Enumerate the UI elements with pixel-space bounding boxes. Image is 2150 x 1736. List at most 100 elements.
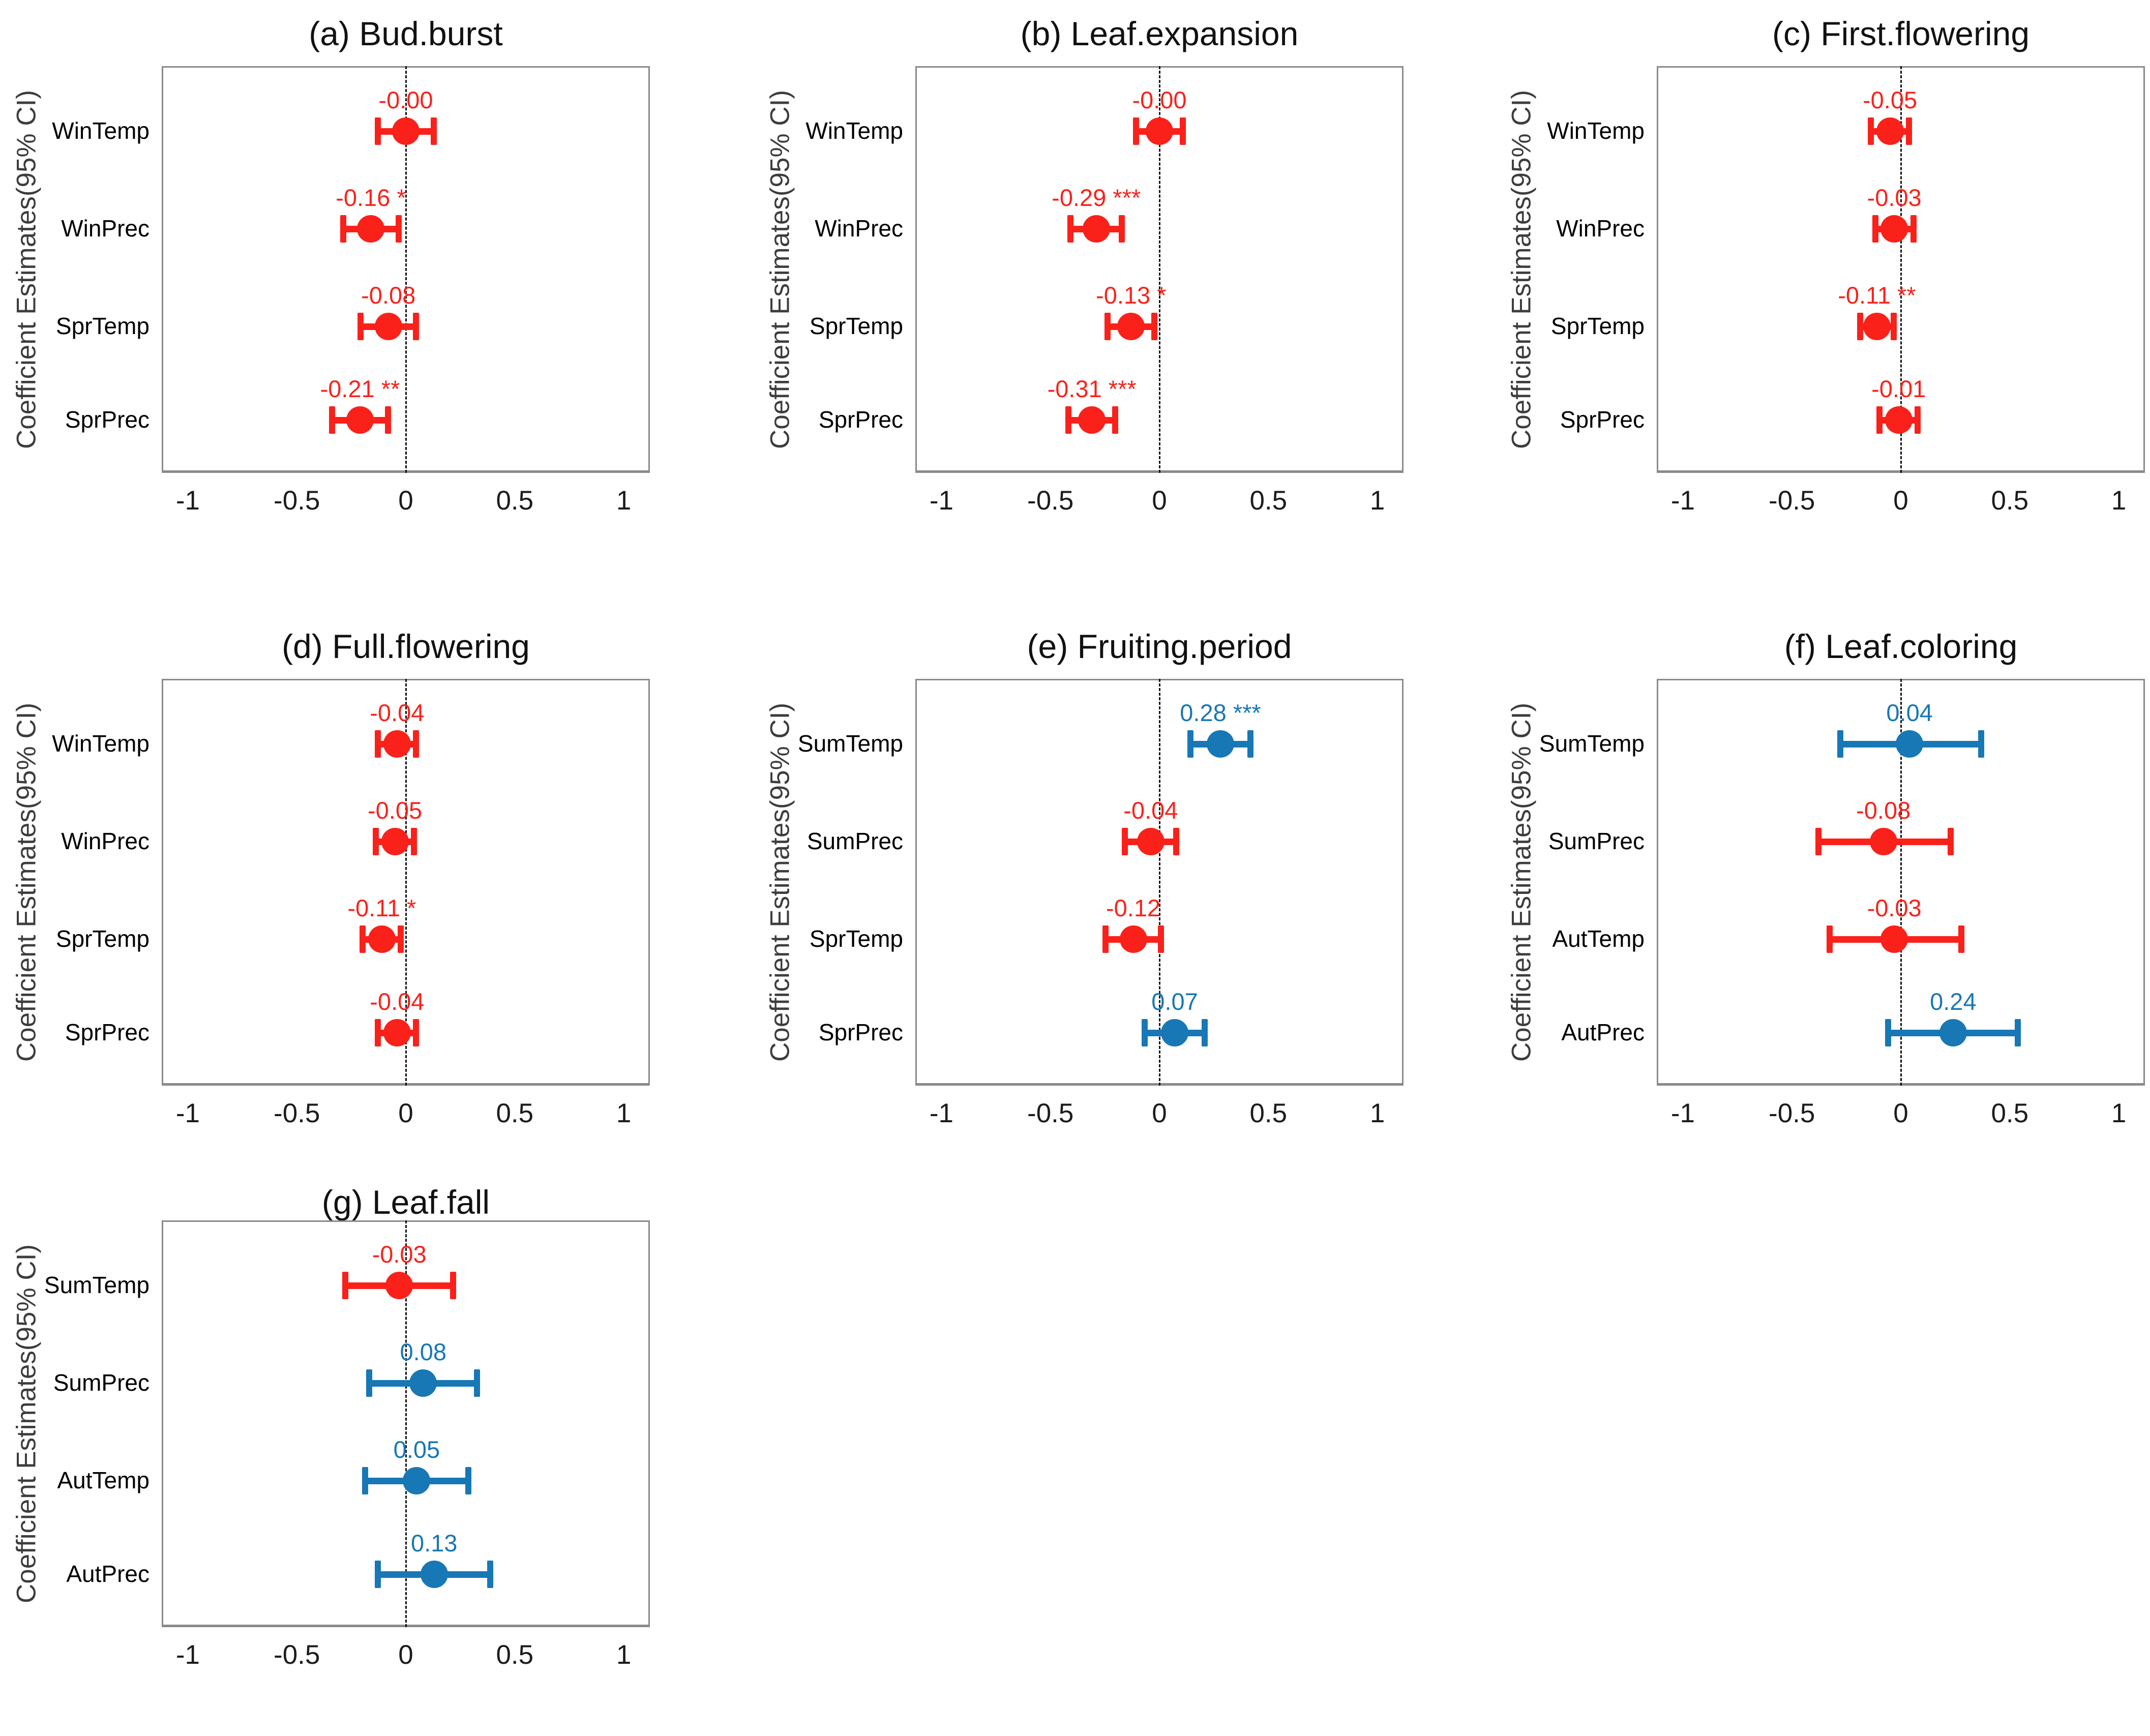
ci-cap-left — [329, 406, 336, 434]
value-label: -0.04 — [1123, 797, 1178, 824]
x-tick-label: 0 — [398, 1098, 413, 1128]
ci-cap-left — [1826, 925, 1833, 953]
ci-cap-right — [1906, 117, 1913, 145]
value-label: 0.13 — [410, 1530, 458, 1557]
category-label-SprPrec: SprPrec — [818, 1019, 903, 1045]
value-label: -0.31 *** — [1047, 375, 1137, 402]
value-label: 0.28 *** — [1180, 699, 1261, 726]
ci-cap-right — [1978, 730, 1984, 758]
ci-cap-right — [1958, 925, 1964, 953]
panel-b: (b) Leaf.expansion Coefficient Estimates(… — [754, 0, 1496, 570]
ci-cap-left — [1885, 1019, 1892, 1046]
x-tick-label: -1 — [1670, 486, 1695, 516]
x-tick-label: 1 — [1369, 1098, 1385, 1128]
point-estimate-marker — [1082, 215, 1110, 243]
value-label: -0.05 — [1862, 86, 1918, 113]
x-tick-label: 0.5 — [1991, 486, 2029, 516]
value-label: -0.00 — [1132, 86, 1187, 113]
category-label-AutPrec: AutPrec — [66, 1561, 150, 1587]
x-tick-label: 1 — [616, 486, 632, 516]
panel-title: (d) Full.flowering — [282, 627, 530, 665]
ci-cap-left — [375, 1561, 381, 1588]
x-tick-label: 1 — [2111, 1098, 2127, 1128]
point-estimate-marker — [383, 730, 411, 758]
ci-cap-right — [1173, 828, 1180, 855]
point-estimate-marker — [374, 313, 402, 340]
ci-cap-left — [375, 117, 381, 145]
ci-cap-right — [1180, 117, 1186, 145]
x-tick-label: 0.5 — [496, 1098, 534, 1128]
point-estimate-marker — [1146, 117, 1173, 145]
x-tick-label: 0.5 — [496, 486, 534, 516]
x-tick-label: -1 — [175, 1098, 200, 1128]
panel-title: (b) Leaf.expansion — [1020, 15, 1299, 52]
zero-reference-line — [1159, 66, 1160, 473]
category-label-WinPrec: WinPrec — [61, 828, 150, 854]
x-tick-label: -0.5 — [274, 486, 320, 516]
ci-cap-right — [1112, 406, 1119, 434]
category-label-WinTemp: WinTemp — [1547, 117, 1645, 144]
zero-reference-line — [1900, 66, 1902, 473]
category-label-SprTemp: SprTemp — [55, 925, 150, 952]
value-label: -0.00 — [378, 86, 433, 113]
value-label: -0.01 — [1871, 375, 1926, 402]
point-estimate-marker — [1078, 406, 1106, 434]
value-label: 0.07 — [1151, 988, 1198, 1015]
ci-cap-left — [1876, 406, 1883, 434]
panel-d: (d) Full.flowering Coefficient Estimates(… — [0, 613, 742, 1182]
ci-cap-right — [474, 1369, 481, 1397]
point-estimate-marker — [1137, 828, 1164, 855]
category-label-SprPrec: SprPrec — [65, 1019, 150, 1045]
value-label: 0.04 — [1886, 699, 1933, 726]
zero-reference-line — [405, 66, 407, 473]
x-tick-label: 0.5 — [1249, 486, 1288, 516]
ci-cap-right — [396, 215, 402, 243]
category-label-SprTemp: SprTemp — [1550, 313, 1645, 339]
value-label: 0.08 — [400, 1338, 447, 1365]
x-tick-label: 0 — [1893, 1098, 1908, 1128]
x-tick-label: 0.5 — [496, 1640, 534, 1670]
category-label-SprPrec: SprPrec — [1560, 406, 1645, 433]
ci-cap-left — [1067, 215, 1074, 243]
x-tick-label: 0.5 — [1249, 1098, 1288, 1128]
point-estimate-marker — [420, 1561, 448, 1588]
point-estimate-marker — [383, 1019, 411, 1046]
value-label: -0.13 * — [1096, 282, 1167, 309]
ci-cap-left — [366, 1369, 373, 1397]
panel-f: (f) Leaf.coloring Coefficient Estimates(9… — [1495, 613, 2150, 1182]
point-estimate-marker — [1207, 730, 1234, 758]
point-estimate-marker — [1876, 117, 1904, 145]
ci-cap-right — [1891, 313, 1897, 340]
value-label: -0.16 * — [336, 184, 406, 211]
ci-cap-left — [375, 1019, 381, 1046]
value-label: 0.24 — [1930, 988, 1977, 1015]
category-label-WinPrec: WinPrec — [815, 215, 903, 242]
ci-cap-left — [1868, 117, 1874, 145]
x-tick-label: 1 — [2111, 486, 2127, 516]
ci-cap-left — [1872, 215, 1878, 243]
x-tick-label: 0 — [398, 1640, 413, 1670]
x-tick-label: 0 — [1893, 486, 1908, 516]
ci-cap-left — [1065, 406, 1071, 434]
panel-c: (c) First.flowering Coefficient Estimates… — [1495, 0, 2150, 570]
point-estimate-marker — [1896, 730, 1924, 758]
value-label: -0.04 — [370, 988, 425, 1015]
ci-cap-left — [1187, 730, 1193, 758]
ci-cap-right — [1151, 313, 1158, 340]
value-label: -0.03 — [1867, 894, 1922, 921]
x-tick-label: -0.5 — [1027, 1098, 1074, 1128]
ci-cap-left — [1142, 1019, 1148, 1046]
category-label-SumPrec: SumPrec — [53, 1369, 150, 1396]
ci-cap-right — [465, 1467, 472, 1494]
value-label: -0.03 — [372, 1241, 427, 1268]
point-estimate-marker — [403, 1467, 431, 1494]
category-label-SumPrec: SumPrec — [807, 828, 903, 854]
ci-cap-right — [430, 117, 437, 145]
ci-cap-left — [375, 730, 381, 758]
category-label-SprTemp: SprTemp — [55, 313, 150, 339]
zero-reference-line — [405, 1220, 407, 1627]
value-label: -0.11 ** — [1838, 282, 1916, 309]
x-tick-label: 0 — [398, 486, 413, 516]
category-label-WinTemp: WinTemp — [52, 117, 150, 144]
